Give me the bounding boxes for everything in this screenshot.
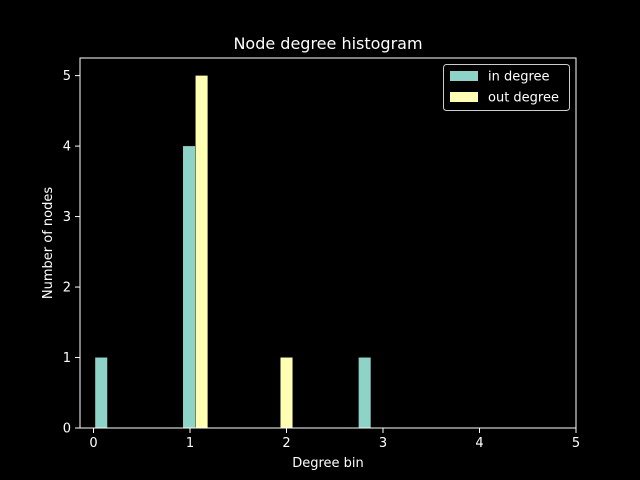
bar-out-degree-1: [280, 357, 293, 428]
y-tick-label: 4: [63, 140, 71, 155]
legend-label: out degree: [488, 91, 559, 106]
bar-out-degree-0: [195, 75, 208, 428]
bar-in-degree-0: [95, 357, 108, 428]
y-tick-label: 5: [63, 69, 71, 84]
legend-swatch: [450, 71, 478, 81]
y-tick-label: 1: [63, 351, 71, 366]
x-tick-label: 5: [572, 436, 580, 451]
legend-swatch: [450, 92, 478, 102]
y-tick-label: 3: [63, 210, 71, 225]
y-axis-label: Number of nodes: [41, 187, 56, 299]
x-tick-label: 4: [475, 436, 483, 451]
x-tick-label: 1: [186, 436, 194, 451]
bars-group: [95, 75, 371, 428]
x-tick-label: 3: [379, 436, 387, 451]
bar-in-degree-2: [358, 357, 371, 428]
chart-title: Node degree histogram: [233, 34, 422, 53]
y-tick-label: 0: [63, 422, 71, 437]
x-axis-ticks: 0 1 2 3 4 5: [89, 428, 580, 451]
legend-label: in degree: [488, 70, 550, 85]
plot-frame: [79, 57, 577, 429]
x-tick-label: 2: [282, 436, 290, 451]
x-axis-label: Degree bin: [292, 456, 364, 471]
x-tick-label: 0: [89, 436, 97, 451]
y-axis-ticks: 0 1 2 3 4 5: [63, 69, 80, 437]
bar-in-degree-1: [183, 146, 196, 428]
legend: in degree out degree: [443, 64, 570, 111]
y-tick-label: 2: [63, 281, 71, 296]
